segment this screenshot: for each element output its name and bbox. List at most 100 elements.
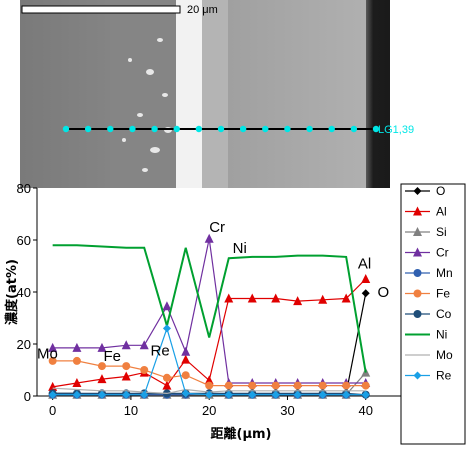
legend-marker [413, 247, 422, 257]
point-al [224, 293, 234, 303]
linescan-point [284, 125, 291, 133]
y-tick-label: 20 [17, 337, 31, 352]
legend-item-ni: Ni [405, 328, 447, 342]
point-fe [205, 381, 214, 390]
legend-label: Co [436, 307, 452, 321]
legend-marker [413, 227, 422, 236]
point-cr [181, 346, 191, 356]
point-re [248, 390, 257, 399]
linescan-point [239, 125, 247, 133]
y-tick-label: 0 [24, 389, 31, 404]
white-margin [390, 0, 470, 188]
legend-label: Mo [436, 348, 453, 362]
point-fe [224, 381, 233, 390]
coating-region [228, 0, 366, 188]
legend-marker [413, 269, 422, 277]
point-fe [248, 381, 257, 390]
point-re [181, 389, 190, 398]
point-fe [162, 373, 171, 382]
legend-item-co: Co [405, 307, 452, 321]
point-cr [48, 342, 58, 352]
point-o [361, 289, 370, 298]
point-al [271, 293, 281, 303]
annotation-o: O [377, 284, 389, 301]
x-tick-label: 40 [358, 403, 372, 418]
legend-marker [413, 371, 422, 380]
linescan-point [129, 125, 136, 133]
series-line-ni [52, 244, 367, 373]
point-re [361, 390, 370, 399]
linescan-point [217, 125, 225, 133]
point-fe [122, 362, 131, 371]
x-tick-label: 10 [124, 403, 138, 418]
point-cr [139, 340, 149, 350]
precipitates [122, 38, 172, 172]
linescan-point [107, 125, 114, 133]
point-cr [121, 340, 131, 350]
annotation-cr: Cr [209, 219, 225, 236]
y-axis-title: 濃度(at%) [4, 259, 20, 325]
legend-marker [413, 289, 422, 298]
point-al [247, 293, 257, 303]
point-fe [271, 381, 280, 390]
point-re [224, 390, 233, 399]
linescan-point [372, 125, 380, 133]
series-fe [48, 356, 370, 390]
y-tick-label: 40 [17, 285, 31, 300]
point-al [72, 378, 82, 387]
point-re [318, 390, 327, 399]
sem-micrograph: 20 μm LG1,39 [0, 0, 470, 188]
linescan-point [262, 125, 269, 133]
y-tick-label: 60 [17, 233, 31, 248]
point-fe [342, 381, 351, 390]
x-tick-label: 20 [202, 403, 216, 418]
annotation-ni: Ni [233, 240, 247, 257]
precipitate-zone [110, 0, 185, 188]
legend-label: Mn [436, 266, 453, 280]
legend-item-re: Re [405, 369, 452, 383]
point-al [361, 274, 371, 283]
linescan-points [62, 125, 380, 133]
point-re [48, 390, 57, 399]
point-cr [162, 301, 172, 311]
annotation-fe: Fe [104, 348, 122, 365]
legend-marker [413, 310, 422, 318]
point-al [162, 380, 172, 390]
legend-label: Si [436, 225, 447, 239]
legend-label: Ni [436, 328, 447, 342]
legend-label: Cr [436, 246, 449, 260]
plot-area [37, 188, 444, 396]
point-fe [97, 362, 106, 371]
point-al [121, 371, 131, 381]
series-al [48, 274, 371, 391]
point-cr [97, 342, 107, 352]
linescan-point [173, 125, 180, 133]
point-al [204, 375, 214, 385]
linescan-point [151, 125, 158, 133]
legend-item-o: O [405, 184, 445, 198]
point-fe [140, 366, 149, 374]
x-tick-label: 30 [280, 403, 294, 418]
mid-band [202, 0, 228, 188]
point-re [140, 390, 149, 399]
annotations: Cr Ni Al O Fe Re Mo [37, 219, 389, 365]
point-fe [318, 381, 327, 390]
point-re [72, 390, 81, 399]
legend-item-fe: Fe [405, 287, 450, 301]
point-fe [181, 371, 190, 380]
scale-bar-label: 20 μm [187, 4, 218, 16]
legend-label: Re [436, 369, 452, 383]
point-re [205, 390, 214, 399]
linescan-point [306, 125, 313, 133]
legend-item-cr: Cr [405, 246, 449, 260]
scale-bar [21, 5, 181, 14]
y-ticks: 0 20 40 60 80 [17, 181, 37, 404]
point-re [342, 390, 351, 399]
linescan-point [350, 125, 358, 133]
point-re [122, 390, 131, 399]
point-fe [293, 381, 302, 390]
series-re [48, 324, 370, 399]
x-axis-title: 距離(μm) [211, 426, 272, 442]
linescan-point [62, 125, 70, 133]
